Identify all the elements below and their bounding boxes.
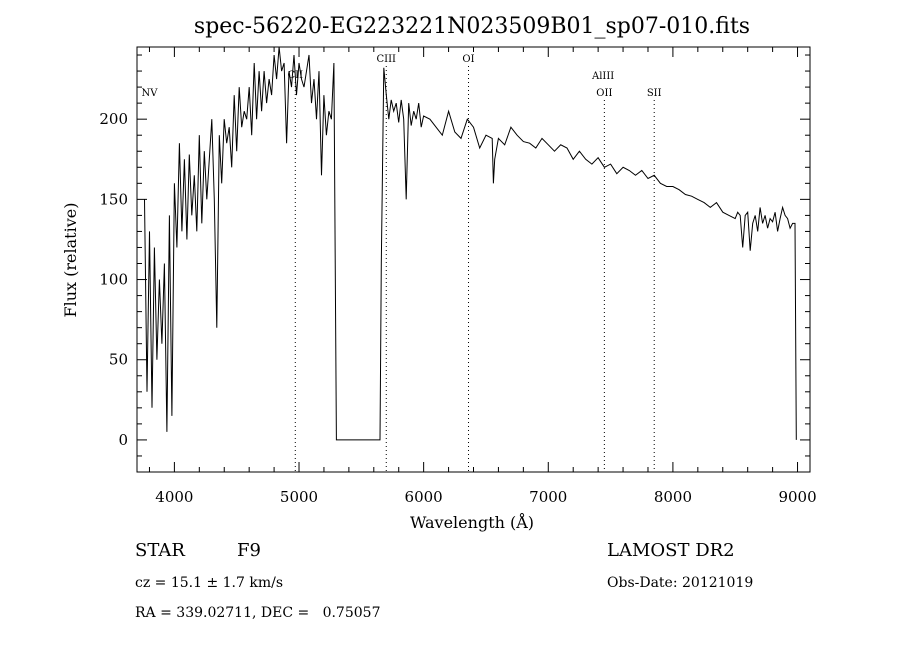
spectrum-chart: spec-56220-EG223221N023509B01_sp07-010.f… bbox=[61, 14, 817, 532]
y-tick-label: 50 bbox=[109, 351, 128, 369]
line-marker-label-oii: OII bbox=[596, 88, 612, 99]
spectrum-line bbox=[144, 46, 797, 441]
x-axis-label: Wavelength (Å) bbox=[410, 512, 534, 532]
line-marker-label-aliii: AlIII bbox=[591, 71, 614, 82]
x-tick-label: 4000 bbox=[155, 488, 193, 506]
axis-ticks: 4000 5000 6000 7000 8000 9000 0 50 100 150 200 bbox=[99, 47, 817, 506]
line-marker-label-oi: OI bbox=[462, 54, 474, 65]
survey-name: LAMOST DR2 bbox=[607, 540, 735, 561]
redshift-info: cz = 15.1 ± 1.7 km/s bbox=[135, 575, 284, 591]
x-tick-label: 7000 bbox=[529, 488, 567, 506]
y-axis-label: Flux (relative) bbox=[61, 203, 80, 318]
spectral-subclass: F9 bbox=[237, 540, 261, 561]
y-tick-label: 0 bbox=[118, 431, 128, 449]
x-tick-label: 6000 bbox=[405, 488, 443, 506]
line-marker-label-sii: SII bbox=[647, 88, 662, 99]
observation-date: Obs-Date: 20121019 bbox=[607, 575, 754, 591]
line-marker-label-nv: NV bbox=[141, 88, 158, 99]
y-tick-label: 150 bbox=[99, 190, 128, 208]
x-tick-label: 5000 bbox=[280, 488, 318, 506]
x-tick-label: 9000 bbox=[778, 488, 816, 506]
y-tick-label: 200 bbox=[99, 110, 128, 128]
line-marker-label-ciii: CIII bbox=[377, 54, 397, 65]
y-tick-label: 100 bbox=[99, 271, 128, 289]
x-tick-label: 8000 bbox=[654, 488, 692, 506]
coordinates: RA = 339.02711, DEC = 0.75057 bbox=[135, 605, 381, 621]
chart-title: spec-56220-EG223221N023509B01_sp07-010.f… bbox=[194, 14, 750, 39]
object-type: STAR bbox=[135, 540, 185, 561]
